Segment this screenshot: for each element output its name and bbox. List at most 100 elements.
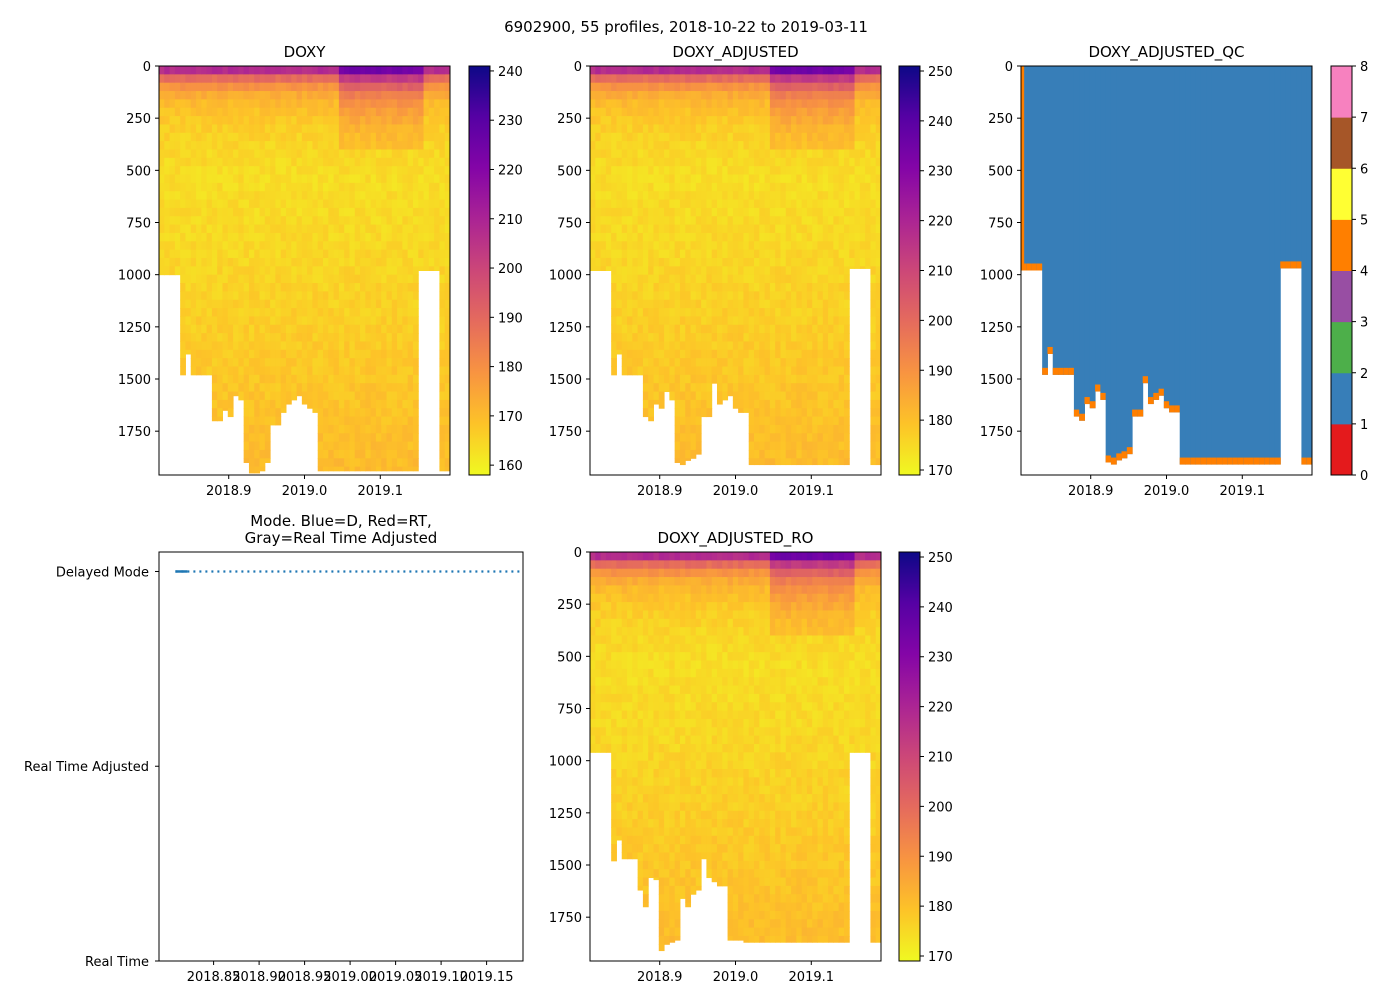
heatmap-cell <box>611 702 617 712</box>
mode-frame <box>158 551 524 962</box>
heatmap-cell <box>759 191 766 201</box>
heatmap-cell <box>748 216 755 226</box>
heatmap-cell <box>764 157 771 167</box>
qc-bottom-flag <box>1200 457 1207 465</box>
heatmap-cell <box>706 191 713 201</box>
heatmap-cell <box>833 124 840 134</box>
heatmap-cell <box>333 132 340 142</box>
heatmap-cell <box>307 249 313 259</box>
heatmap-cell <box>870 149 877 159</box>
heatmap-cell <box>653 124 660 134</box>
heatmap-cell <box>280 66 287 75</box>
heatmap-cell <box>439 232 446 242</box>
heatmap-cell <box>291 207 298 217</box>
heatmap-cell <box>275 349 282 359</box>
colorbar-tick-label: 6 <box>1360 162 1368 177</box>
heatmap-cell <box>407 207 414 217</box>
heatmap-cell <box>817 157 824 167</box>
heatmap-cell <box>642 132 649 142</box>
heatmap-cell <box>386 132 393 142</box>
heatmap-cell <box>859 91 866 100</box>
heatmap-cell <box>254 316 261 326</box>
heatmap-cell <box>365 349 372 359</box>
heatmap-cell <box>248 66 255 75</box>
heatmap-cell <box>254 107 261 117</box>
heatmap-cell <box>285 132 292 142</box>
heatmap-cell <box>206 333 213 342</box>
heatmap-cell <box>386 249 393 259</box>
heatmap-cell <box>801 324 808 334</box>
heatmap-cell <box>402 166 409 176</box>
heatmap-cell <box>632 232 639 242</box>
heatmap-cell <box>727 333 734 342</box>
heatmap-cell <box>349 207 356 217</box>
heatmap-cell <box>423 191 430 201</box>
heatmap-cell <box>418 99 425 109</box>
heatmap-cell <box>828 266 834 276</box>
heatmap-cell <box>600 635 607 645</box>
heatmap-cell <box>769 399 776 409</box>
heatmap-cell <box>238 291 245 301</box>
heatmap-cell <box>648 366 654 376</box>
heatmap-cell <box>822 441 829 451</box>
heatmap-cell <box>285 366 292 376</box>
heatmap-cell <box>796 82 803 92</box>
heatmap-cell <box>397 266 403 276</box>
heatmap-cell <box>759 316 766 326</box>
heatmap-cell <box>180 324 186 334</box>
heatmap-cell <box>732 124 739 134</box>
heatmap-cell <box>859 107 866 117</box>
heatmap-cell <box>780 366 787 376</box>
heatmap-cell <box>243 157 250 167</box>
heatmap-cell <box>317 433 324 443</box>
heatmap-cell <box>732 333 739 342</box>
heatmap-cell <box>275 249 282 259</box>
heatmap-cell <box>423 74 430 84</box>
heatmap-cell <box>780 341 787 351</box>
heatmap-cell <box>664 316 670 326</box>
heatmap-cell <box>722 66 729 75</box>
heatmap-cell <box>312 399 319 409</box>
heatmap-cell <box>164 216 171 226</box>
heatmap-cell <box>796 99 803 109</box>
heatmap-cell <box>875 391 882 401</box>
heatmap-cell <box>748 424 755 434</box>
heatmap-cell <box>859 257 866 267</box>
heatmap-cell <box>875 424 882 434</box>
heatmap-cell <box>354 241 361 251</box>
heatmap-cell <box>648 149 654 159</box>
heatmap-cell <box>386 141 393 150</box>
heatmap-cell <box>233 283 239 292</box>
heatmap-cell <box>801 141 808 150</box>
heatmap-cell <box>822 199 829 209</box>
heatmap-cell <box>870 449 877 459</box>
heatmap-cell <box>402 249 409 259</box>
heatmap-cell <box>801 358 808 367</box>
heatmap-cell <box>338 374 345 384</box>
heatmap-cell <box>201 333 208 342</box>
heatmap-cell <box>875 207 882 217</box>
heatmap-cell <box>381 182 388 192</box>
heatmap-cell <box>275 174 282 184</box>
heatmap-cell <box>716 157 723 167</box>
heatmap-cell <box>248 216 255 226</box>
heatmap-cell <box>685 224 692 234</box>
heatmap-cell <box>402 82 409 92</box>
heatmap-cell <box>843 207 850 217</box>
heatmap-cell <box>627 308 633 317</box>
heatmap-cell <box>764 283 771 292</box>
heatmap-cell <box>375 174 382 184</box>
heatmap-cell <box>444 82 451 92</box>
heatmap-cell <box>201 266 208 276</box>
heatmap-cell <box>344 132 350 142</box>
qc-bottom-flag <box>1121 451 1128 459</box>
heatmap-cell <box>185 266 192 276</box>
heatmap-cell <box>801 441 808 451</box>
heatmap-cell <box>759 391 766 401</box>
heatmap-cell <box>254 207 261 217</box>
heatmap-cell <box>285 99 292 109</box>
heatmap-cell <box>169 207 176 217</box>
heatmap-cell <box>407 466 414 472</box>
heatmap-cell <box>402 433 409 443</box>
